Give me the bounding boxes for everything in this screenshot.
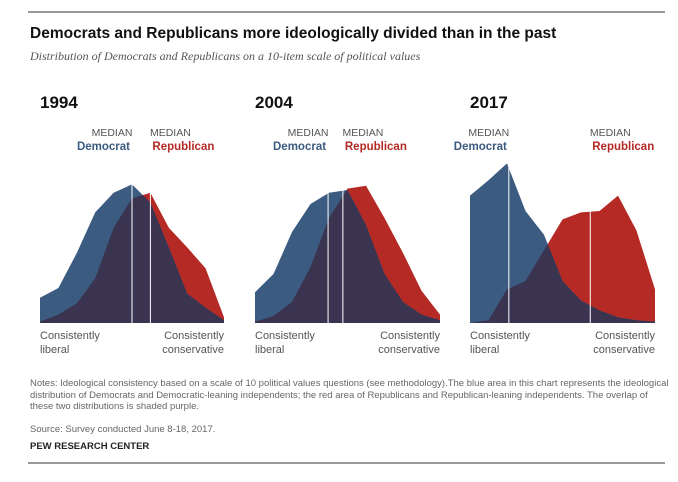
chart-title: Democrats and Republicans more ideologic… [30, 25, 556, 42]
x-end-label: Consistently [595, 330, 655, 342]
source: Source: Survey conducted June 8-18, 2017… [30, 424, 216, 435]
median-name: Democrat [454, 141, 507, 153]
median-label: MEDIAN [590, 127, 631, 139]
median-label: MEDIAN [342, 127, 383, 139]
x-end-label: conservative [378, 344, 440, 356]
x-end-label: Consistently [164, 330, 224, 342]
median-name: Democrat [77, 141, 130, 153]
x-end-label: liberal [40, 344, 69, 356]
median-name: Republican [345, 141, 407, 153]
panel-title: 1994 [40, 93, 78, 112]
chart-subtitle: Distribution of Democrats and Republican… [29, 49, 421, 63]
median-name: Democrat [273, 141, 326, 153]
x-end-label: liberal [255, 344, 284, 356]
median-name: Republican [592, 141, 654, 153]
median-label: MEDIAN [150, 127, 191, 139]
median-name: Republican [152, 141, 214, 153]
credit: PEW RESEARCH CENTER [30, 441, 150, 452]
area [470, 163, 655, 323]
median-label: MEDIAN [92, 127, 133, 139]
x-end-label: conservative [593, 344, 655, 356]
notes: Notes: Ideological consistency based on … [30, 378, 669, 412]
x-end-label: Consistently [380, 330, 440, 342]
panel-title: 2017 [470, 93, 508, 112]
x-end-label: liberal [470, 344, 499, 356]
median-label: MEDIAN [288, 127, 329, 139]
x-end-label: conservative [162, 344, 224, 356]
x-end-label: Consistently [40, 330, 100, 342]
median-label: MEDIAN [468, 127, 509, 139]
panel-title: 2004 [255, 93, 293, 112]
x-end-label: Consistently [255, 330, 315, 342]
x-end-label: Consistently [470, 330, 530, 342]
